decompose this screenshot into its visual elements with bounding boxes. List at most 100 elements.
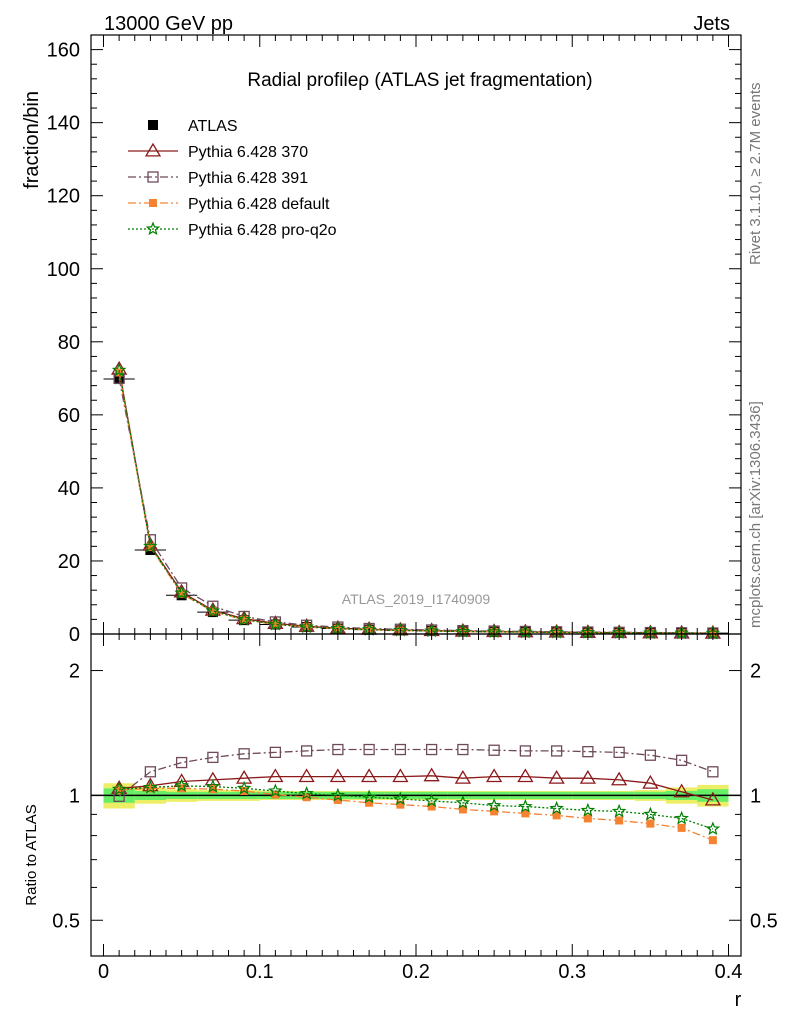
ratio-data-point bbox=[267, 768, 284, 783]
ratio-data-point bbox=[299, 785, 314, 800]
ratio-data-point bbox=[332, 743, 344, 756]
data-point bbox=[271, 620, 280, 629]
legend-item-pythia-6-428-370: Pythia 6.428 370 bbox=[128, 142, 308, 161]
ratio-data-point bbox=[271, 790, 280, 799]
ratio-data-point bbox=[705, 821, 721, 836]
legend-marker bbox=[144, 142, 162, 157]
header-right: Jets bbox=[693, 13, 730, 35]
ratio-data-point bbox=[610, 771, 628, 786]
y-tick-label: 1 bbox=[69, 785, 80, 807]
x-tick-label: 0.1 bbox=[246, 961, 274, 983]
ratio-data-point bbox=[269, 746, 282, 759]
ratio-data-point bbox=[517, 768, 534, 783]
ratio-data-point bbox=[143, 779, 158, 794]
ratio-curves bbox=[110, 743, 722, 845]
legend-label: Pythia 6.428 370 bbox=[188, 144, 308, 161]
ratio-series-pythia-6-428-pro-q2o bbox=[111, 778, 721, 836]
ratio-data-point bbox=[642, 774, 659, 789]
x-tick-label: 0.2 bbox=[402, 961, 430, 983]
ratio-data-point bbox=[490, 807, 499, 816]
legend-label: ATLAS bbox=[188, 118, 238, 135]
ratio-data-point bbox=[615, 816, 624, 825]
y-tick-label: 0.5 bbox=[52, 910, 80, 932]
y-tick-label: 120 bbox=[47, 186, 80, 208]
ratio-y-axis-label: Ratio to ATLAS bbox=[23, 804, 40, 905]
legend-label: Pythia 6.428 391 bbox=[188, 170, 308, 187]
y-tick-label-right: 1 bbox=[750, 785, 761, 807]
legend-marker bbox=[149, 199, 157, 207]
ratio-series-line bbox=[119, 775, 714, 801]
data-point bbox=[240, 615, 249, 624]
ratio-data-point bbox=[486, 797, 502, 812]
header-left: 13000 GeV pp bbox=[104, 13, 233, 35]
legend-label: Pythia 6.428 default bbox=[188, 196, 330, 213]
ratio-data-point bbox=[396, 800, 405, 809]
ratio-data-point bbox=[646, 819, 655, 828]
ratio-data-point bbox=[644, 749, 657, 761]
x-axis-label: r bbox=[735, 989, 742, 1011]
ratio-data-point bbox=[393, 791, 408, 806]
ratio-data-point bbox=[675, 754, 688, 766]
ratio-data-point bbox=[205, 778, 221, 793]
ratio-data-point bbox=[454, 769, 472, 784]
ratio-data-point bbox=[548, 769, 565, 784]
rivet-label: Rivet 3.1.10, ≥ 2.7M events bbox=[747, 83, 764, 266]
data-point bbox=[177, 589, 186, 598]
data-point bbox=[236, 611, 252, 626]
ratio-data-point bbox=[207, 751, 219, 764]
ratio-series-line bbox=[118, 748, 714, 797]
ratio-data-point bbox=[111, 781, 127, 796]
y-tick-label: 160 bbox=[47, 40, 80, 62]
legend-item-atlas: ATLAS bbox=[148, 118, 238, 135]
ratio-data-point bbox=[552, 811, 561, 820]
ratio-data-point bbox=[360, 768, 378, 783]
ratio-data-point bbox=[268, 783, 283, 798]
mcplots-label: mcplots.cern.ch [arXiv:1306.3436] bbox=[747, 401, 764, 628]
ratio-data-point bbox=[423, 767, 440, 782]
ratio-series-line bbox=[119, 785, 714, 830]
data-point bbox=[111, 362, 127, 377]
ratio-data-point bbox=[488, 744, 500, 756]
ratio-data-point bbox=[392, 768, 409, 783]
legend-item-pythia-6-428-391: Pythia 6.428 391 bbox=[128, 170, 308, 187]
ratio-data-point bbox=[329, 768, 347, 783]
data-point bbox=[302, 623, 311, 632]
main-panel: Radial profileρ (ATLAS jet fragmentation… bbox=[21, 34, 742, 646]
data-point bbox=[174, 585, 189, 600]
y-tick-label-right: 2 bbox=[750, 661, 761, 683]
ratio-axes: 0 0.1 0.2 0.3 0.4 0.5 0.5 1 1 2 2 bbox=[52, 633, 778, 983]
ratio-data-point bbox=[361, 789, 377, 804]
ratio-data-point bbox=[677, 823, 686, 832]
analysis-watermark: ATLAS_2019_I1740909 bbox=[342, 591, 491, 607]
main-title: Radial profileρ (ATLAS jet fragmentation… bbox=[247, 70, 592, 91]
legend-item-pythia-6-428-default: Pythia 6.428 default bbox=[128, 196, 330, 213]
ratio-data-point bbox=[302, 793, 311, 802]
y-tick-label-right: 0.5 bbox=[750, 910, 778, 932]
ratio-data-point bbox=[458, 805, 467, 814]
ratio-data-point bbox=[613, 746, 625, 759]
ratio-data-point bbox=[704, 791, 722, 806]
ratio-data-point bbox=[144, 766, 157, 778]
y-tick-label: 100 bbox=[47, 259, 80, 281]
ratio-data-point bbox=[518, 798, 533, 813]
y-tick-label: 80 bbox=[58, 332, 80, 354]
ratio-data-point bbox=[521, 809, 530, 818]
data-point bbox=[143, 538, 158, 553]
legend: ATLAS Pythia 6.428 370 Pythia 6.428 391 Pyt… bbox=[128, 118, 337, 239]
ratio-data-point bbox=[365, 798, 374, 807]
ratio-data-point bbox=[674, 810, 689, 825]
ratio-data-point bbox=[643, 806, 658, 821]
legend-item-pythia-6-428-pro-q2o: Pythia 6.428 pro-q2o bbox=[128, 221, 337, 239]
main-y-axis-label: fraction/bin bbox=[21, 91, 43, 189]
ratio-data-point bbox=[363, 743, 375, 756]
ratio-panel: Ratio to ATLAS r 0 0.1 0.2 0.3 0.4 0.5 0.5 1 1 2 2 bbox=[23, 633, 778, 1011]
ratio-data-point bbox=[333, 795, 342, 804]
ratio-data-point bbox=[238, 748, 250, 760]
ratio-data-point bbox=[174, 778, 189, 792]
legend-label: Pythia 6.428 pro-q2o bbox=[188, 222, 337, 239]
y-tick-label: 140 bbox=[47, 113, 80, 135]
ratio-data-point bbox=[298, 768, 315, 783]
ratio-data-point bbox=[550, 745, 563, 757]
y-tick-label: 60 bbox=[58, 405, 80, 427]
data-point bbox=[146, 543, 155, 552]
